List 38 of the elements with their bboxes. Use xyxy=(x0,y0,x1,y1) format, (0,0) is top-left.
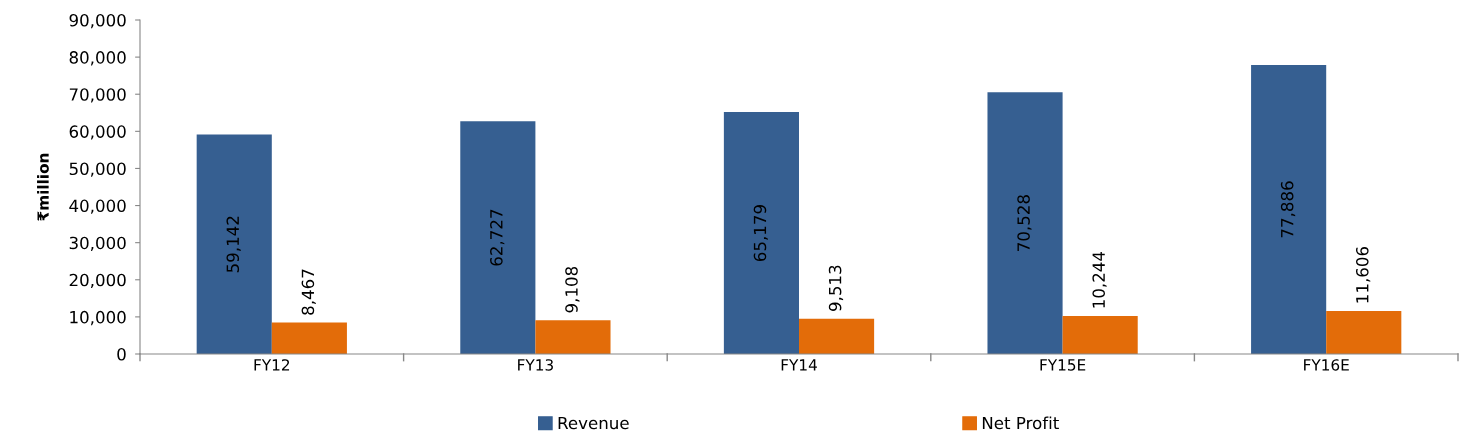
x-tick-label: FY13 xyxy=(518,359,553,371)
legend-label: Net Profit xyxy=(982,416,1059,430)
bar xyxy=(196,134,272,354)
data-label: 65,179 xyxy=(753,205,768,262)
x-tick-label: FY12 xyxy=(254,359,290,371)
data-label: 77,886 xyxy=(1280,181,1296,238)
y-tick-label: 70,000 xyxy=(69,88,126,103)
y-axis-title: ₹million xyxy=(37,153,49,221)
x-tick-label: FY14 xyxy=(781,359,817,371)
data-label: 9,513 xyxy=(828,265,844,311)
bar xyxy=(460,121,536,354)
data-label: 70,528 xyxy=(1017,195,1032,251)
bar xyxy=(723,112,799,354)
x-tick-label: FY16E xyxy=(1304,359,1349,371)
bar xyxy=(535,320,611,354)
bar xyxy=(1062,315,1138,354)
y-tick-label: 80,000 xyxy=(69,51,126,66)
y-tick-label: 0 xyxy=(117,347,126,361)
bar xyxy=(1326,310,1402,354)
x-tick-label: FY15E xyxy=(1040,359,1086,371)
bar xyxy=(987,92,1063,354)
y-tick-label: 20,000 xyxy=(69,273,126,289)
y-tick-label: 40,000 xyxy=(69,199,126,214)
y-tick-label: 10,000 xyxy=(70,310,126,326)
data-label: 62,727 xyxy=(490,209,505,266)
bar xyxy=(1251,64,1327,354)
data-label: 9,108 xyxy=(565,266,580,313)
data-label: 10,244 xyxy=(1092,251,1107,308)
data-label: 59,142 xyxy=(226,216,241,273)
data-label: 8,467 xyxy=(301,269,316,315)
y-tick-label: 90,000 xyxy=(69,13,126,29)
legend-label: Revenue xyxy=(558,416,629,430)
y-tick-label: 30,000 xyxy=(69,236,126,251)
y-tick-label: 50,000 xyxy=(69,162,126,177)
bar xyxy=(271,322,347,354)
bar xyxy=(799,318,875,354)
y-tick-label: 60,000 xyxy=(69,125,126,140)
data-label: 11,606 xyxy=(1355,246,1371,303)
